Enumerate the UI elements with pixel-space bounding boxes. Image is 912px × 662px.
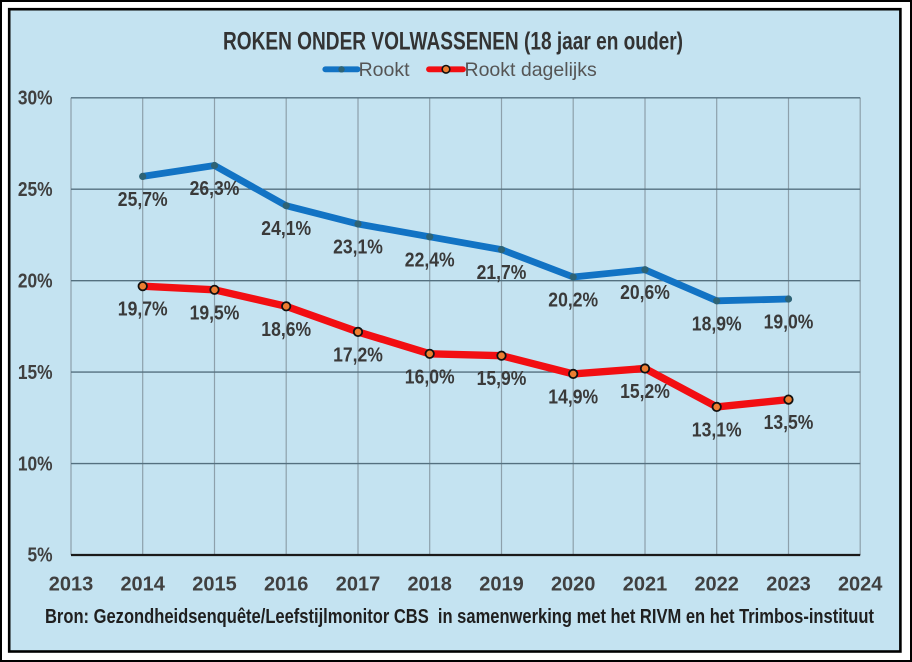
svg-text:2019: 2019 [479,572,524,595]
svg-text:2015: 2015 [192,572,237,595]
svg-text:15,2%: 15,2% [620,381,670,403]
svg-text:2022: 2022 [694,572,739,595]
svg-text:Rookt dagelijks: Rookt dagelijks [465,59,597,81]
svg-text:21,7%: 21,7% [477,262,527,284]
svg-text:14,9%: 14,9% [548,386,598,408]
svg-text:25,7%: 25,7% [118,189,168,211]
svg-text:20,2%: 20,2% [548,290,598,312]
svg-text:19,0%: 19,0% [764,312,814,334]
svg-text:13,1%: 13,1% [692,419,742,441]
svg-text:19,5%: 19,5% [190,302,240,324]
svg-text:22,4%: 22,4% [405,249,455,271]
svg-text:2023: 2023 [766,572,811,595]
svg-text:ROKEN ONDER VOLWASSENEN (18 ja: ROKEN ONDER VOLWASSENEN (18 jaar en oude… [223,28,683,56]
svg-text:16,0%: 16,0% [405,366,455,388]
svg-text:5%: 5% [28,545,53,567]
svg-text:30%: 30% [18,88,53,110]
svg-text:13,5%: 13,5% [764,412,814,434]
svg-text:2016: 2016 [264,572,309,595]
svg-text:18,6%: 18,6% [261,319,311,341]
svg-text:20,6%: 20,6% [620,282,670,304]
svg-text:23,1%: 23,1% [333,237,383,259]
svg-text:18,9%: 18,9% [692,313,742,335]
svg-text:2020: 2020 [551,572,596,595]
svg-text:2013: 2013 [49,572,94,595]
svg-text:15%: 15% [18,362,53,384]
svg-text:19,7%: 19,7% [118,299,168,321]
svg-text:17,2%: 17,2% [333,344,383,366]
svg-text:2017: 2017 [336,572,381,595]
svg-text:2024: 2024 [838,572,883,595]
svg-text:20%: 20% [18,270,53,292]
svg-text:15,9%: 15,9% [477,368,527,390]
svg-text:26,3%: 26,3% [190,178,240,200]
svg-text:Bron: Gezondheidsenquête/Leefs: Bron: Gezondheidsenquête/Leefstijlmonito… [45,606,874,628]
svg-text:10%: 10% [18,453,53,475]
svg-text:Rookt: Rookt [359,59,411,81]
svg-text:2021: 2021 [623,572,668,595]
svg-text:2014: 2014 [120,572,165,595]
svg-text:2018: 2018 [407,572,452,595]
svg-text:25%: 25% [18,179,53,201]
svg-text:24,1%: 24,1% [261,218,311,240]
